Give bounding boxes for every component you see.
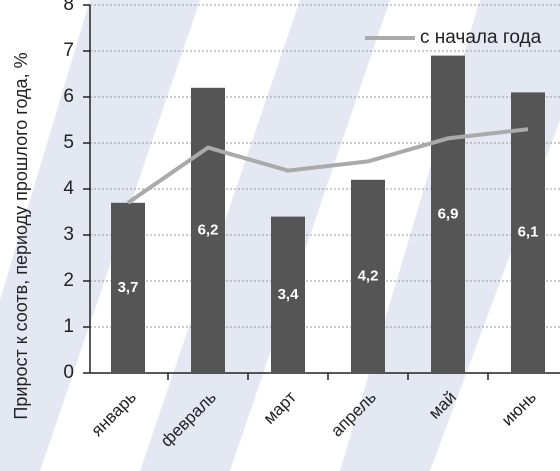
- y-tick-label: 0: [63, 362, 74, 383]
- value-label: 4,2: [358, 267, 379, 284]
- value-label: 3,7: [118, 279, 139, 296]
- line-series: [126, 127, 529, 205]
- bar: [271, 216, 305, 373]
- y-tick-label: 2: [63, 270, 74, 291]
- value-label: 3,4: [278, 286, 300, 303]
- bar: [191, 87, 225, 374]
- bar: [111, 202, 145, 373]
- value-label: 6,9: [438, 205, 459, 222]
- bar: [351, 179, 385, 373]
- bar: [511, 92, 545, 374]
- value-label: 6,1: [518, 224, 539, 241]
- y-tick-label: 4: [63, 178, 74, 199]
- y-tick-label: 8: [63, 0, 74, 15]
- y-tick-label: 6: [63, 86, 74, 107]
- x-tick-label: март: [260, 387, 300, 427]
- value-label: 6,2: [198, 221, 219, 238]
- legend-label: с начала года: [420, 27, 542, 48]
- y-tick-label: 5: [63, 132, 74, 153]
- bar: [431, 55, 465, 373]
- x-tick-label: январь: [88, 387, 141, 440]
- x-tick-label: июнь: [498, 387, 540, 429]
- y-tick-label: 7: [63, 40, 74, 61]
- y-tick-label: 3: [63, 224, 74, 245]
- y-axis-label: Прирост к соотв, периоду прошлого года, …: [11, 52, 31, 419]
- y-tick-label: 1: [63, 316, 74, 337]
